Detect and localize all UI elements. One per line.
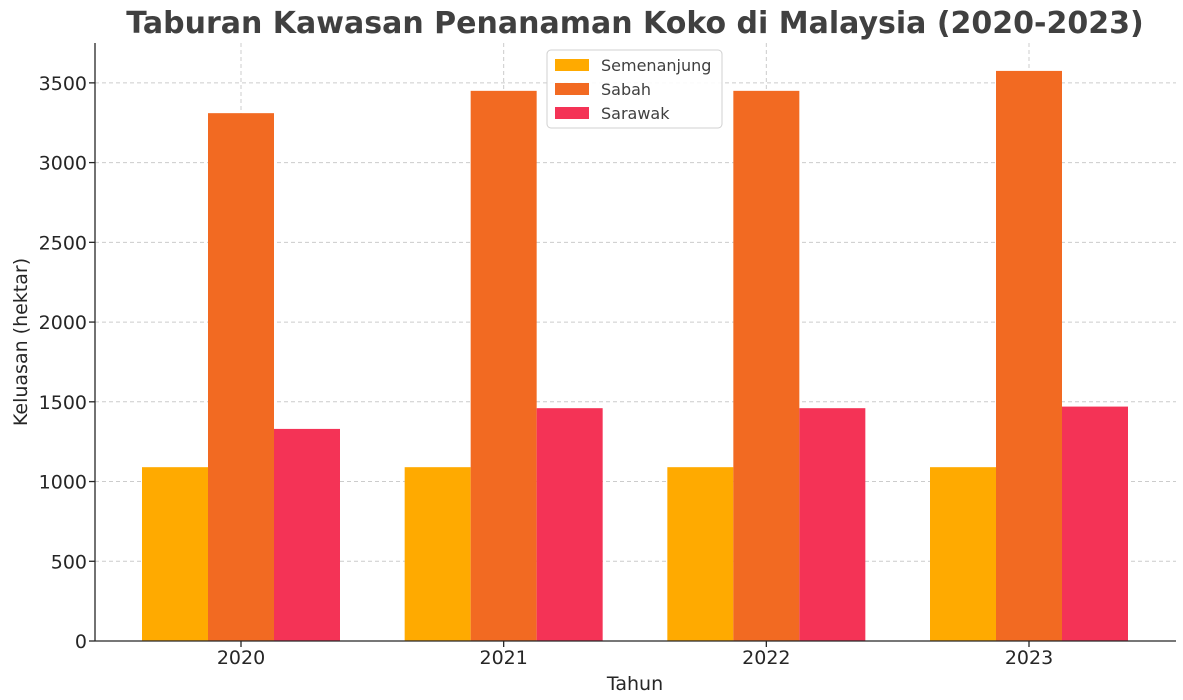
y-tick-label: 3000: [39, 153, 87, 175]
x-tick-label: 2021: [479, 647, 527, 669]
legend: Semenanjung Sabah Sarawak: [546, 49, 723, 129]
bar-semenanjung-2021: [404, 467, 471, 641]
bar-semenanjung-2020: [142, 467, 208, 641]
y-tick-label: 3500: [39, 73, 87, 95]
chart-title: Taburan Kawasan Penanaman Koko di Malays…: [126, 6, 1143, 41]
bar-sabah-2021: [470, 90, 537, 642]
legend-swatch-semenanjung: [555, 59, 589, 71]
legend-swatch-sarawak: [555, 107, 589, 119]
axes: [89, 43, 1176, 647]
y-tick-label: 1000: [39, 472, 87, 494]
legend-box: [546, 49, 723, 129]
tick-labels: 0 500 1000 1500 2000 2500 3000 3500 2020 2021 2022…: [39, 73, 1054, 669]
y-tick-label: 500: [51, 551, 87, 573]
bar-sarawak-2020: [274, 428, 340, 641]
bar-semenanjung-2023: [930, 467, 996, 641]
y-tick-label: 2000: [39, 312, 87, 334]
legend-label-sabah: Sabah: [601, 80, 651, 99]
y-tick-label: 0: [75, 631, 87, 653]
legend-swatch-sabah: [555, 83, 589, 95]
x-tick-label: 2020: [217, 647, 265, 669]
x-tick-label: 2022: [742, 647, 790, 669]
bar-sabah-2022: [733, 90, 800, 642]
y-tick-label: 1500: [39, 392, 87, 414]
bar-sabah-2023: [996, 70, 1062, 641]
legend-label-sarawak: Sarawak: [601, 104, 670, 123]
y-axis-label: Keluasan (hektar): [10, 258, 32, 426]
bars: [142, 70, 1128, 642]
legend-label-semenanjung: Semenanjung: [601, 56, 711, 75]
bar-sarawak-2023: [1062, 406, 1128, 641]
bar-sabah-2020: [208, 113, 274, 641]
bar-semenanjung-2022: [667, 467, 734, 641]
x-axis-label: Tahun: [606, 673, 663, 695]
x-tick-label: 2023: [1005, 647, 1053, 669]
bar-sarawak-2021: [536, 408, 603, 641]
bar-sarawak-2022: [799, 408, 866, 641]
y-tick-label: 2500: [39, 232, 87, 254]
